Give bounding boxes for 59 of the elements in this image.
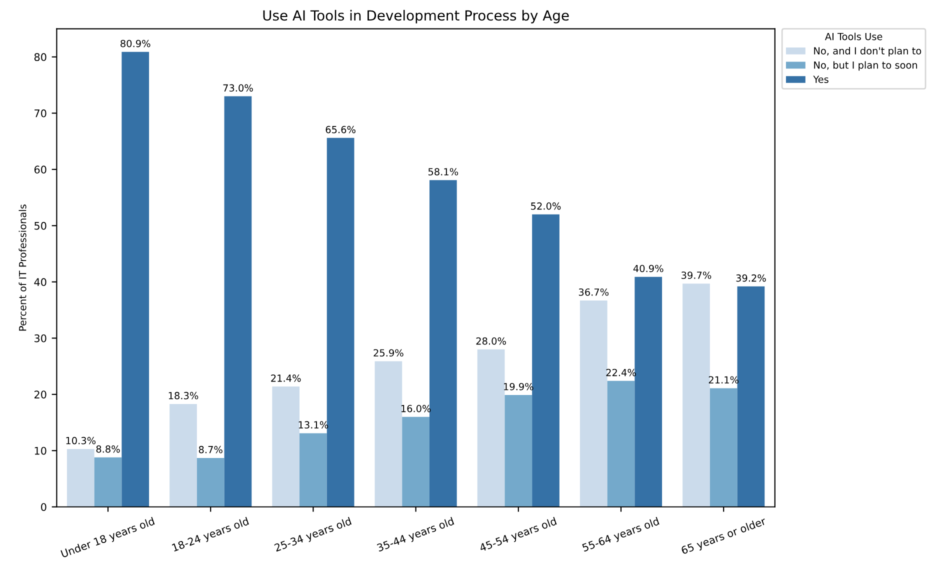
bar	[94, 457, 122, 507]
x-tick-label: 35-44 years old	[376, 516, 455, 554]
data-label: 10.3%	[66, 436, 96, 444]
data-label: 65.6%	[326, 126, 356, 134]
y-tick-label: 70	[34, 109, 46, 118]
bar	[634, 276, 662, 507]
y-tick-label: 20	[34, 390, 46, 398]
y-tick-label: 60	[34, 166, 46, 174]
data-label: 39.7%	[682, 272, 712, 279]
data-label: 40.9%	[633, 264, 664, 272]
bar	[682, 284, 710, 507]
legend-label: Yes	[813, 76, 828, 84]
bar	[122, 52, 150, 507]
bar	[737, 286, 765, 507]
bar	[300, 433, 327, 507]
bar	[224, 96, 252, 507]
x-tick-label: Under 18 years old	[60, 516, 156, 560]
data-label: 80.9%	[120, 40, 150, 48]
data-label: 28.0%	[476, 337, 506, 345]
bar	[429, 180, 457, 507]
bar	[710, 388, 738, 507]
data-label: 73.0%	[223, 84, 253, 92]
bar	[402, 416, 430, 507]
bar	[580, 300, 608, 507]
y-tick-label: 0	[41, 503, 46, 511]
y-axis-title: Percent of IT Professionals	[18, 204, 26, 331]
data-label: 25.9%	[374, 349, 404, 357]
data-label: 39.2%	[736, 274, 766, 282]
bar	[504, 394, 532, 507]
bar	[66, 448, 94, 507]
x-tick-label: 45-54 years old	[478, 516, 558, 554]
y-tick-label: 80	[34, 53, 46, 62]
bar	[532, 214, 560, 507]
x-tick-label: 55-64 years old	[582, 516, 660, 554]
legend-title: AI Tools Use	[824, 32, 882, 40]
legend-label: No, but I plan to soon	[814, 61, 918, 71]
data-label: 36.7%	[578, 288, 609, 296]
data-label: 52.0%	[531, 202, 561, 210]
bar	[196, 458, 224, 507]
y-tick-label: 40	[34, 278, 46, 286]
legend-label: No, and I don't plan to	[814, 46, 922, 56]
y-tick-label: 50	[34, 222, 46, 230]
x-tick-label: 18-24 years old	[172, 516, 250, 554]
data-label: 18.3%	[168, 392, 198, 400]
data-label: 8.7%	[198, 446, 222, 454]
bar	[272, 386, 300, 507]
x-tick-label: 65 years or older	[680, 516, 768, 556]
data-label: 8.8%	[96, 445, 120, 453]
data-label: 21.4%	[271, 374, 301, 382]
chart-title: Use AI Tools in Development Process by Age	[263, 10, 569, 24]
bar	[374, 361, 402, 507]
y-tick-label: 10	[34, 446, 46, 455]
bar	[326, 138, 354, 507]
x-tick-label: 25-34 years old	[274, 516, 352, 554]
y-tick-label: 30	[34, 334, 46, 342]
bar	[477, 349, 505, 507]
data-label: 58.1%	[428, 168, 458, 176]
bar	[170, 404, 197, 507]
bar	[607, 380, 635, 507]
